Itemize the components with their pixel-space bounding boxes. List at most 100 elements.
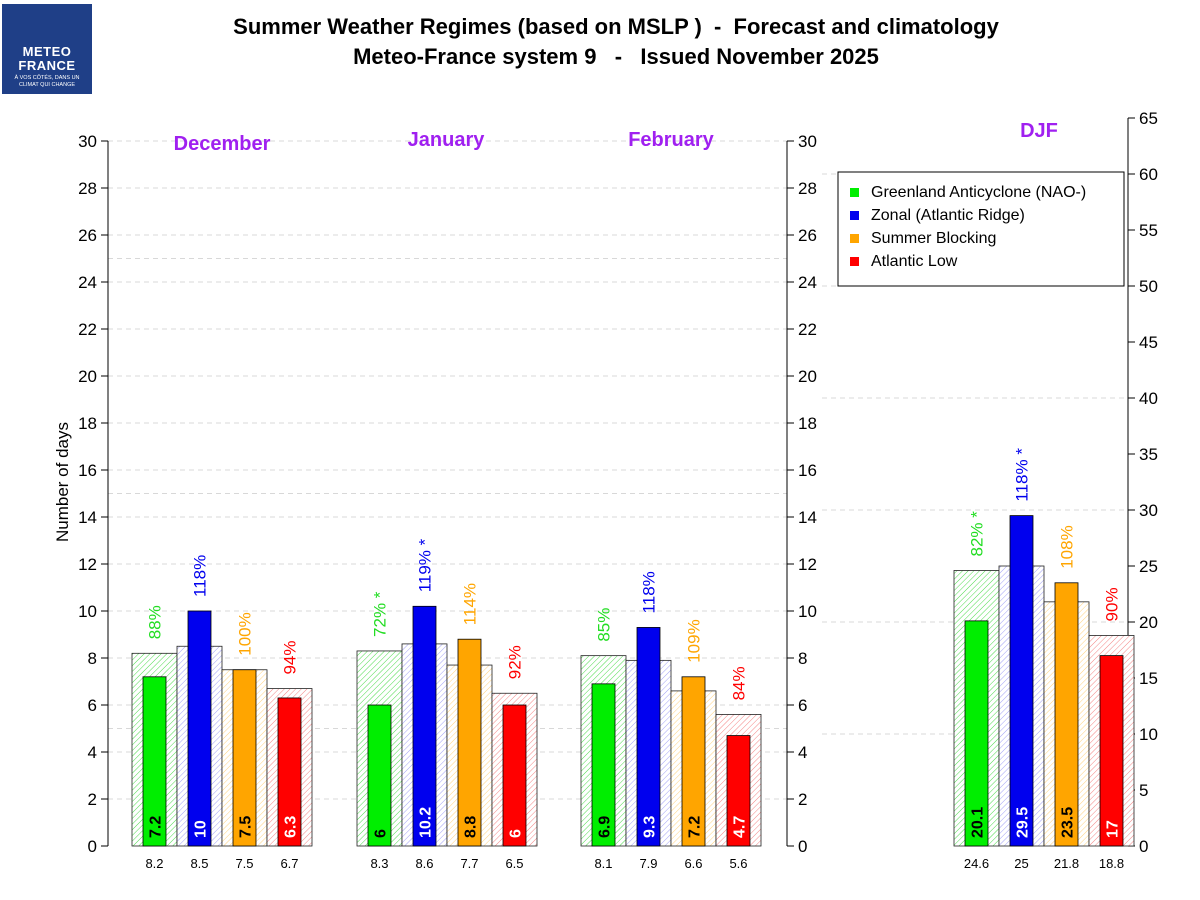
middle-axis-tick-label: 28: [798, 179, 817, 198]
forecast-value-label: 8.8: [463, 816, 480, 838]
title-line-2: Meteo-France system 9 - Issued November …: [353, 44, 879, 69]
forecast-bar: [1009, 515, 1034, 847]
forecast-bar: [142, 676, 167, 847]
percent-anomaly-label: 84%: [730, 666, 749, 700]
left-axis-tick-label: 4: [88, 743, 97, 762]
forecast-bar: [591, 683, 616, 847]
right-axis-tick-label: 5: [1139, 781, 1148, 800]
climatology-value-label: 8.5: [190, 856, 208, 871]
logo-line1: METEO: [22, 44, 72, 59]
forecast-bar: [367, 704, 392, 847]
percent-anomaly-label: 118%: [640, 571, 659, 613]
climatology-value-label: 18.8: [1099, 856, 1124, 871]
percent-anomaly-label: 119% *: [416, 538, 435, 592]
percent-anomaly-label: 118% *: [1013, 448, 1032, 502]
right-axis-tick-label: 55: [1139, 221, 1158, 240]
panel-title: January: [408, 129, 486, 151]
left-axis-tick-label: 22: [78, 320, 97, 339]
forecast-value-label: 6: [508, 829, 525, 838]
percent-anomaly-label: 85%: [595, 608, 614, 642]
percent-anomaly-label: 94%: [281, 641, 300, 675]
forecast-value-label: 6.9: [597, 816, 614, 838]
right-axis-tick-label: 15: [1139, 669, 1158, 688]
forecast-value-label: 10: [193, 820, 210, 838]
left-axis-tick-label: 28: [78, 179, 97, 198]
right-axis-tick-label: 25: [1139, 557, 1158, 576]
climatology-value-label: 6.5: [505, 856, 523, 871]
legend-swatch: [850, 257, 859, 266]
climatology-value-label: 25: [1014, 856, 1028, 871]
middle-axis-tick-label: 8: [798, 649, 807, 668]
right-axis-tick-label: 30: [1139, 501, 1158, 520]
climatology-value-label: 6.7: [280, 856, 298, 871]
middle-axis-tick-label: 10: [798, 602, 817, 621]
forecast-value-label: 29.5: [1015, 807, 1032, 838]
right-axis-tick-label: 0: [1139, 837, 1148, 856]
forecast-value-label: 6: [373, 829, 390, 838]
meteo-france-logo: METEO FRANCE À VOS CÔTÉS, DANS UN CLIMAT…: [2, 4, 92, 94]
forecast-bar: [187, 610, 212, 847]
climatology-value-label: 7.5: [235, 856, 253, 871]
middle-axis-tick-label: 14: [798, 508, 817, 527]
left-axis-tick-label: 10: [78, 602, 97, 621]
right-axis-tick-label: 35: [1139, 445, 1158, 464]
climatology-value-label: 8.3: [370, 856, 388, 871]
forecast-value-label: 20.1: [970, 807, 987, 838]
left-axis-tick-label: 0: [88, 837, 97, 856]
percent-anomaly-label: 92%: [506, 645, 525, 679]
forecast-value-label: 23.5: [1060, 807, 1077, 838]
climatology-value-label: 6.6: [684, 856, 702, 871]
legend-swatch: [850, 234, 859, 243]
right-axis-tick-label: 10: [1139, 725, 1158, 744]
forecast-bar: [964, 620, 989, 847]
left-axis-tick-label: 2: [88, 790, 97, 809]
percent-anomaly-label: 82% *: [968, 511, 987, 557]
right-axis-tick-label: 45: [1139, 333, 1158, 352]
climatology-value-label: 21.8: [1054, 856, 1079, 871]
right-axis-tick-label: 60: [1139, 165, 1158, 184]
logo-tagline: À VOS CÔTÉS, DANS UN CLIMAT QUI CHANGE: [14, 75, 80, 88]
left-axis-tick-label: 20: [78, 367, 97, 386]
forecast-value-label: 7.5: [238, 816, 255, 838]
percent-anomaly-label: 114%: [461, 583, 480, 625]
y-axis-label: Number of days: [53, 422, 72, 542]
forecast-bar: [457, 638, 482, 847]
right-axis-tick-label: 65: [1139, 109, 1158, 128]
climatology-value-label: 24.6: [964, 856, 989, 871]
forecast-bar: [502, 704, 527, 847]
middle-axis-tick-label: 30: [798, 132, 817, 151]
forecast-value-label: 7.2: [687, 816, 704, 838]
forecast-bar: [681, 676, 706, 847]
climatology-value-label: 5.6: [729, 856, 747, 871]
forecast-value-label: 4.7: [732, 816, 749, 838]
forecast-value-label: 7.2: [148, 816, 165, 838]
climatology-value-label: 8.1: [594, 856, 612, 871]
chart-title: Summer Weather Regimes (based on MSLP ) …: [100, 12, 1132, 72]
middle-axis-tick-label: 4: [798, 743, 807, 762]
middle-axis-tick-label: 16: [798, 461, 817, 480]
legend-swatch: [850, 188, 859, 197]
left-axis-tick-label: 30: [78, 132, 97, 151]
forecast-bar: [232, 669, 257, 847]
forecast-bar: [412, 605, 437, 847]
forecast-value-label: 17: [1105, 820, 1122, 838]
climatology-value-label: 7.7: [460, 856, 478, 871]
legend-entry: Greenland Anticyclone (NAO-): [871, 184, 1086, 201]
middle-axis-tick-label: 26: [798, 226, 817, 245]
right-axis-tick-label: 20: [1139, 613, 1158, 632]
middle-axis-tick-label: 0: [798, 837, 807, 856]
forecast-value-label: 9.3: [642, 816, 659, 838]
panel-title: DJF: [1020, 120, 1058, 142]
middle-axis-tick-label: 22: [798, 320, 817, 339]
forecast-bar: [1054, 582, 1079, 847]
left-axis-tick-label: 24: [78, 273, 97, 292]
middle-axis-tick-label: 2: [798, 790, 807, 809]
forecast-bar: [277, 697, 302, 847]
legend-entry: Summer Blocking: [871, 230, 996, 247]
forecast-bar: [726, 735, 751, 847]
left-axis-tick-label: 12: [78, 555, 97, 574]
middle-axis-tick-label: 20: [798, 367, 817, 386]
right-axis-tick-label: 50: [1139, 277, 1158, 296]
middle-axis-tick-label: 24: [798, 273, 817, 292]
forecast-bar: [1099, 655, 1124, 847]
